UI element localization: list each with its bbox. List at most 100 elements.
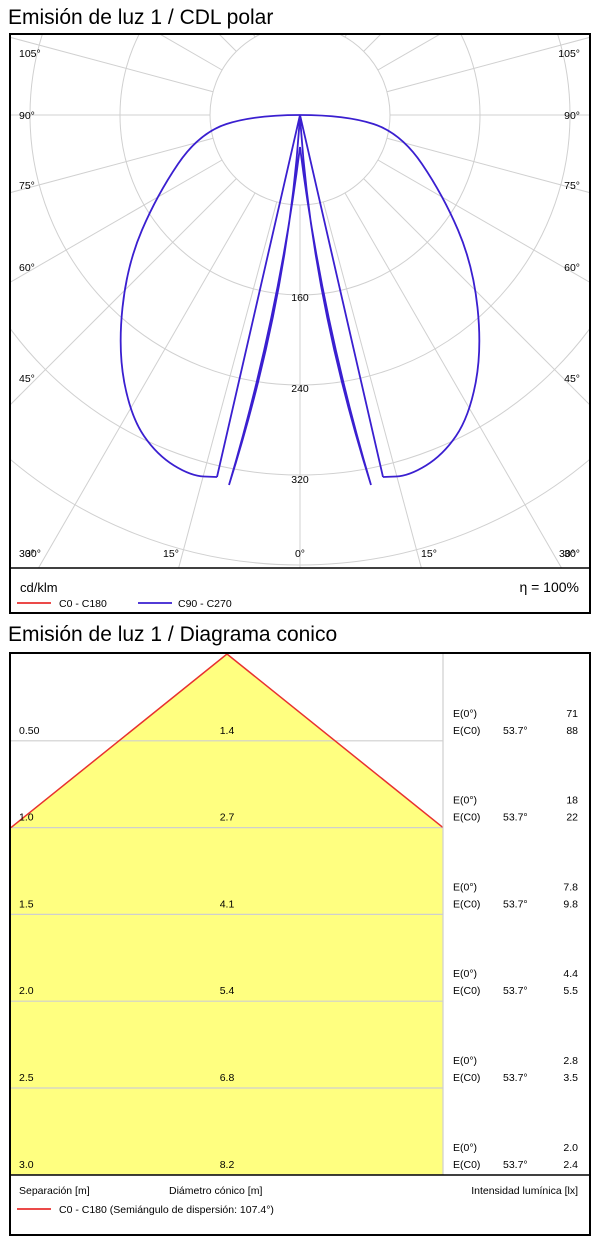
- ec0-value: 5.5: [563, 985, 578, 997]
- polar-angle-label-right: 60°: [564, 262, 580, 274]
- polar-angle-label-right: 30°: [564, 548, 580, 560]
- legend-c90-label: C90 - C270: [178, 598, 232, 610]
- polar-grid-spoke: [322, 201, 422, 568]
- ec0-angle: 53.7°: [503, 725, 528, 737]
- polar-grid-spoke: [160, 35, 223, 71]
- ec0-label: E(C0): [453, 985, 480, 997]
- polar-angle-label-bottom: 30°: [25, 548, 41, 560]
- ec0-angle: 53.7°: [503, 1159, 528, 1171]
- polar-angle-label-left: 75°: [19, 180, 35, 192]
- e0-label: E(0°): [453, 708, 477, 720]
- diameter-value: 4.1: [220, 898, 235, 910]
- ec0-label: E(C0): [453, 1159, 480, 1171]
- polar-grid-spoke: [363, 178, 589, 405]
- polar-grid-spoke: [386, 37, 589, 93]
- diameter-value: 2.7: [220, 812, 235, 824]
- polar-grid-spoke: [11, 159, 223, 283]
- separation-value: 1.0: [19, 812, 34, 824]
- e0-label: E(0°): [453, 795, 477, 807]
- e0-value: 71: [566, 708, 578, 720]
- separation-value: 3.0: [19, 1159, 34, 1171]
- polar-angle-label-bottom: 15°: [163, 548, 179, 560]
- e0-label: E(0°): [453, 881, 477, 893]
- cone-edge-left: [11, 654, 228, 829]
- polar-angle-label-bottom: 0°: [295, 548, 305, 560]
- ec0-label: E(C0): [453, 898, 480, 910]
- ec0-label: E(C0): [453, 725, 480, 737]
- ec0-value: 88: [566, 725, 578, 737]
- polar-radial-label: 240: [291, 383, 309, 395]
- e0-label: E(0°): [453, 1055, 477, 1067]
- cone-edge-right: [226, 654, 444, 829]
- polar-chart: 105° 90° 75° 60° 45° 30° 105° 90° 75° 60° 45° 30° 15…: [11, 35, 589, 610]
- cone-panel: 0.50 1.4 E(0°) 71 E(C0) 53.7° 88 1.0 2.7 E(0°) 18 E…: [9, 652, 591, 1236]
- diameter-value: 8.2: [220, 1159, 235, 1171]
- legend-c0-label: C0 - C180: [59, 598, 107, 610]
- polar-unit-label: cd/klm: [20, 580, 58, 595]
- polar-angle-label-right: 75°: [564, 180, 580, 192]
- polar-angle-label-right: 45°: [564, 373, 580, 385]
- polar-panel: 105° 90° 75° 60° 45° 30° 105° 90° 75° 60° 45° 30° 15…: [9, 33, 591, 614]
- e0-value: 7.8: [563, 881, 578, 893]
- polar-radial-label: 160: [291, 292, 309, 304]
- ec0-angle: 53.7°: [503, 985, 528, 997]
- polar-grid-spoke: [363, 35, 381, 52]
- polar-grid-spoke: [253, 35, 256, 38]
- c90-curve-lobe-right: [299, 114, 481, 478]
- e0-label: E(0°): [453, 1142, 477, 1154]
- polar-grid-spoke: [377, 159, 589, 283]
- polar-radial-label: 320: [291, 474, 309, 486]
- ec0-value: 22: [566, 812, 578, 824]
- polar-angle-label-left: 105°: [19, 48, 41, 60]
- ec0-value: 2.4: [563, 1159, 578, 1171]
- diameter-value: 1.4: [220, 725, 235, 737]
- polar-grid-spoke: [37, 192, 256, 568]
- polar-grid-spoke: [11, 178, 237, 405]
- polar-grid-spoke: [386, 137, 589, 193]
- polar-efficiency: η = 100%: [519, 579, 579, 595]
- e0-value: 2.8: [563, 1055, 578, 1067]
- separation-axis-label: Separación [m]: [19, 1185, 90, 1197]
- separation-value: 2.0: [19, 985, 34, 997]
- diameter-value: 5.4: [220, 985, 235, 997]
- separation-value: 2.5: [19, 1072, 34, 1084]
- polar-angle-label-left: 60°: [19, 262, 35, 274]
- e0-value: 2.0: [563, 1142, 578, 1154]
- c90-curve-spike-right-outer: [299, 114, 384, 478]
- polar-grid-spoke: [344, 192, 563, 568]
- ec0-value: 3.5: [563, 1072, 578, 1084]
- e0-label: E(0°): [453, 968, 477, 980]
- polar-grid-spoke: [178, 201, 278, 568]
- e0-value: 18: [566, 795, 578, 807]
- separation-value: 1.5: [19, 898, 34, 910]
- cone-diagram: 0.50 1.4 E(0°) 71 E(C0) 53.7° 88 1.0 2.7 E(0°) 18 E…: [11, 654, 589, 1216]
- ec0-label: E(C0): [453, 812, 480, 824]
- polar-grid-spoke: [219, 35, 237, 52]
- polar-angle-label-left: 30°: [19, 548, 35, 560]
- c90-curve-spike-right-inner: [299, 114, 372, 486]
- polar-grid-spoke: [344, 35, 347, 38]
- separation-value: 0.50: [19, 725, 40, 737]
- cone-title: Emisión de luz 1 / Diagrama conico: [8, 623, 338, 646]
- ec0-label: E(C0): [453, 1072, 480, 1084]
- polar-grid-spoke: [11, 37, 214, 93]
- ec0-angle: 53.7°: [503, 898, 528, 910]
- diameter-axis-label: Diámetro cónico [m]: [169, 1185, 262, 1197]
- diameter-value: 6.8: [220, 1072, 235, 1084]
- polar-title: Emisión de luz 1 / CDL polar: [8, 6, 274, 29]
- intensity-axis-label: Intensidad lumínica [lx]: [471, 1185, 578, 1197]
- polar-angle-label-right: 90°: [564, 110, 580, 122]
- c90-curve-lobe-left: [119, 114, 301, 478]
- polar-grid-spoke: [11, 137, 214, 193]
- c90-curve-spike-left-inner: [228, 114, 301, 486]
- e0-value: 4.4: [563, 968, 578, 980]
- c90-curve-spike-left-outer: [216, 114, 301, 478]
- ec0-angle: 53.7°: [503, 1072, 528, 1084]
- polar-angle-label-right: 105°: [558, 48, 580, 60]
- cone-legend-label: C0 - C180 (Semiángulo de dispersión: 107…: [59, 1204, 274, 1216]
- polar-angle-label-bottom: 30°: [559, 548, 575, 560]
- polar-angle-label-left: 90°: [19, 110, 35, 122]
- polar-angle-label-left: 45°: [19, 373, 35, 385]
- ec0-value: 9.8: [563, 898, 578, 910]
- ec0-angle: 53.7°: [503, 812, 528, 824]
